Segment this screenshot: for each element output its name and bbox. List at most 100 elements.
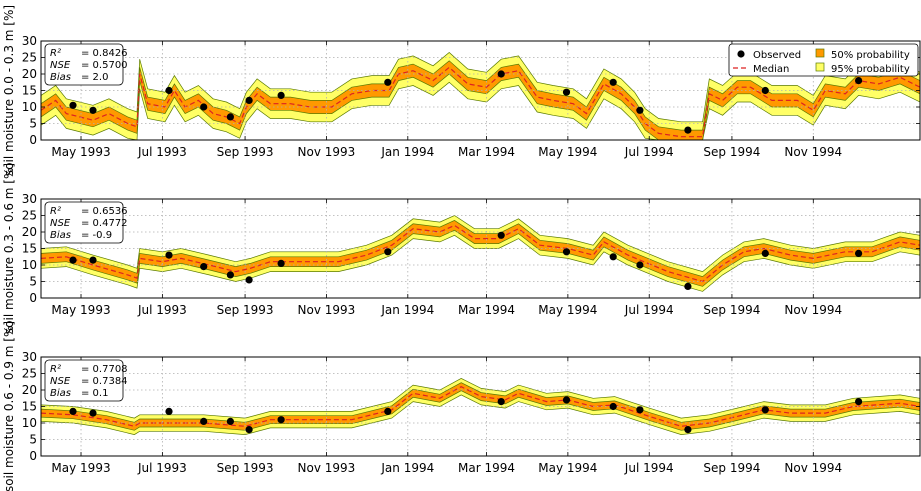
y-tick-label: 0 — [29, 291, 37, 305]
y-tick-label: 10 — [22, 416, 37, 430]
x-tick-label: Jan 1994 — [380, 303, 434, 317]
stat-name: NSE — [50, 376, 71, 387]
observed-point — [562, 396, 571, 404]
observed-point — [200, 417, 208, 425]
stat-name: Bias — [50, 230, 71, 241]
x-tick-label: Sep 1994 — [703, 303, 760, 317]
stat-name: NSE — [50, 60, 71, 71]
x-tick-label: Jan 1994 — [380, 145, 434, 159]
stat-value: = 2.0 — [81, 72, 108, 83]
x-tick-label: Nov 1994 — [784, 303, 842, 317]
observed-point — [609, 253, 617, 261]
observed-point — [684, 426, 692, 434]
band-50-probability — [41, 60, 920, 140]
observed-point — [89, 106, 97, 114]
observed-point — [277, 91, 285, 99]
x-tick-label: Nov 1993 — [298, 145, 356, 159]
x-tick-label: Jan 1994 — [380, 461, 434, 475]
observed-point — [497, 398, 505, 406]
observed-point — [245, 96, 253, 104]
y-tick-label: 0 — [29, 449, 37, 463]
y-tick-label: 25 — [22, 209, 37, 223]
stat-value: = 0.5700 — [81, 60, 128, 71]
x-tick-label: Nov 1993 — [298, 303, 356, 317]
stat-value: = 0.8426 — [81, 48, 128, 59]
legend-p95-marker — [815, 62, 825, 72]
observed-point — [165, 407, 173, 415]
y-tick-label: 10 — [22, 258, 37, 272]
stat-value: = 0.7708 — [81, 364, 128, 375]
plot-area — [41, 215, 920, 292]
axes-frame — [40, 198, 921, 299]
observed-point — [562, 88, 571, 96]
y-tick-label: 0 — [29, 133, 37, 147]
x-tick-label: Sep 1993 — [217, 303, 274, 317]
x-tick-label: Nov 1994 — [784, 461, 842, 475]
legend-median-label: Median — [753, 64, 789, 75]
observed-point — [497, 231, 505, 239]
band-50-probability — [41, 220, 920, 287]
x-tick-label: Mar 1994 — [458, 461, 515, 475]
x-tick-label: Jul 1994 — [624, 303, 674, 317]
legend-frame — [728, 43, 919, 77]
stats-box: R² = 0.8426 NSE = 0.5700 Bias = 2.0 — [44, 43, 128, 86]
x-tick-label: May 1993 — [51, 145, 110, 159]
y-tick-label: 15 — [22, 84, 37, 98]
y-tick-label: 15 — [22, 242, 37, 256]
band-50-probability — [41, 382, 920, 431]
axes-frame — [40, 40, 921, 141]
x-tick-label: Jul 1994 — [624, 461, 674, 475]
observed-point — [89, 409, 97, 417]
y-tick-label: 5 — [29, 117, 37, 131]
y-axis-label: soil moisture 0.0 - 0.3 m [%] — [2, 5, 16, 176]
observed-point — [497, 70, 505, 78]
plot-area — [41, 378, 920, 435]
x-tick-label: Jul 1994 — [624, 145, 674, 159]
stat-name: Bias — [50, 72, 71, 83]
stat-value: = -0.9 — [81, 230, 112, 241]
observed-point — [855, 249, 863, 257]
panel-1: 0 5 10 15 20 25 30 May 1993 Jul 1993 Sep 1993 Nov … — [2, 5, 921, 176]
stat-name: R² — [50, 206, 61, 217]
y-tick-label: 30 — [22, 192, 37, 206]
x-tick-label: May 1994 — [538, 461, 597, 475]
band-95-probability — [41, 215, 920, 292]
x-tick-label: Jul 1993 — [137, 303, 187, 317]
y-tick-label: 25 — [22, 51, 37, 65]
observed-point — [277, 416, 285, 424]
axes-frame — [40, 356, 921, 457]
plot-area — [41, 52, 920, 140]
x-tick-label: Mar 1994 — [458, 303, 515, 317]
observed-point — [69, 256, 77, 264]
observed-point — [855, 398, 863, 406]
stat-name: NSE — [50, 218, 71, 229]
y-tick-label: 5 — [29, 433, 37, 447]
median-line — [41, 66, 920, 138]
stat-name: R² — [50, 364, 61, 375]
legend-p50-label: 50% probability — [831, 50, 910, 61]
x-tick-label: Sep 1993 — [217, 145, 274, 159]
stat-value: = 0.7384 — [81, 376, 128, 387]
stat-name: Bias — [50, 388, 71, 399]
observed-point — [226, 113, 234, 121]
x-tick-label: Nov 1993 — [298, 461, 356, 475]
stats-box-frame — [44, 359, 124, 402]
y-tick-label: 5 — [29, 275, 37, 289]
observed-point — [165, 86, 173, 95]
x-tick-label: Jul 1993 — [137, 461, 187, 475]
x-tick-label: Mar 1994 — [458, 145, 515, 159]
stat-name: R² — [50, 48, 61, 59]
observed-point — [245, 426, 253, 434]
stat-value: = 0.4772 — [81, 218, 128, 229]
observed-point — [384, 78, 392, 86]
observed-point — [384, 407, 392, 415]
y-tick-label: 10 — [22, 100, 37, 114]
stats-box: R² = 0.6536 NSE = 0.4772 Bias = -0.9 — [44, 201, 128, 244]
stats-box-frame — [44, 43, 124, 86]
observed-point — [69, 407, 77, 415]
y-tick-label: 30 — [22, 34, 37, 48]
x-tick-label: May 1993 — [51, 303, 110, 317]
observed-point — [226, 417, 234, 425]
x-tick-label: Jul 1993 — [137, 145, 187, 159]
